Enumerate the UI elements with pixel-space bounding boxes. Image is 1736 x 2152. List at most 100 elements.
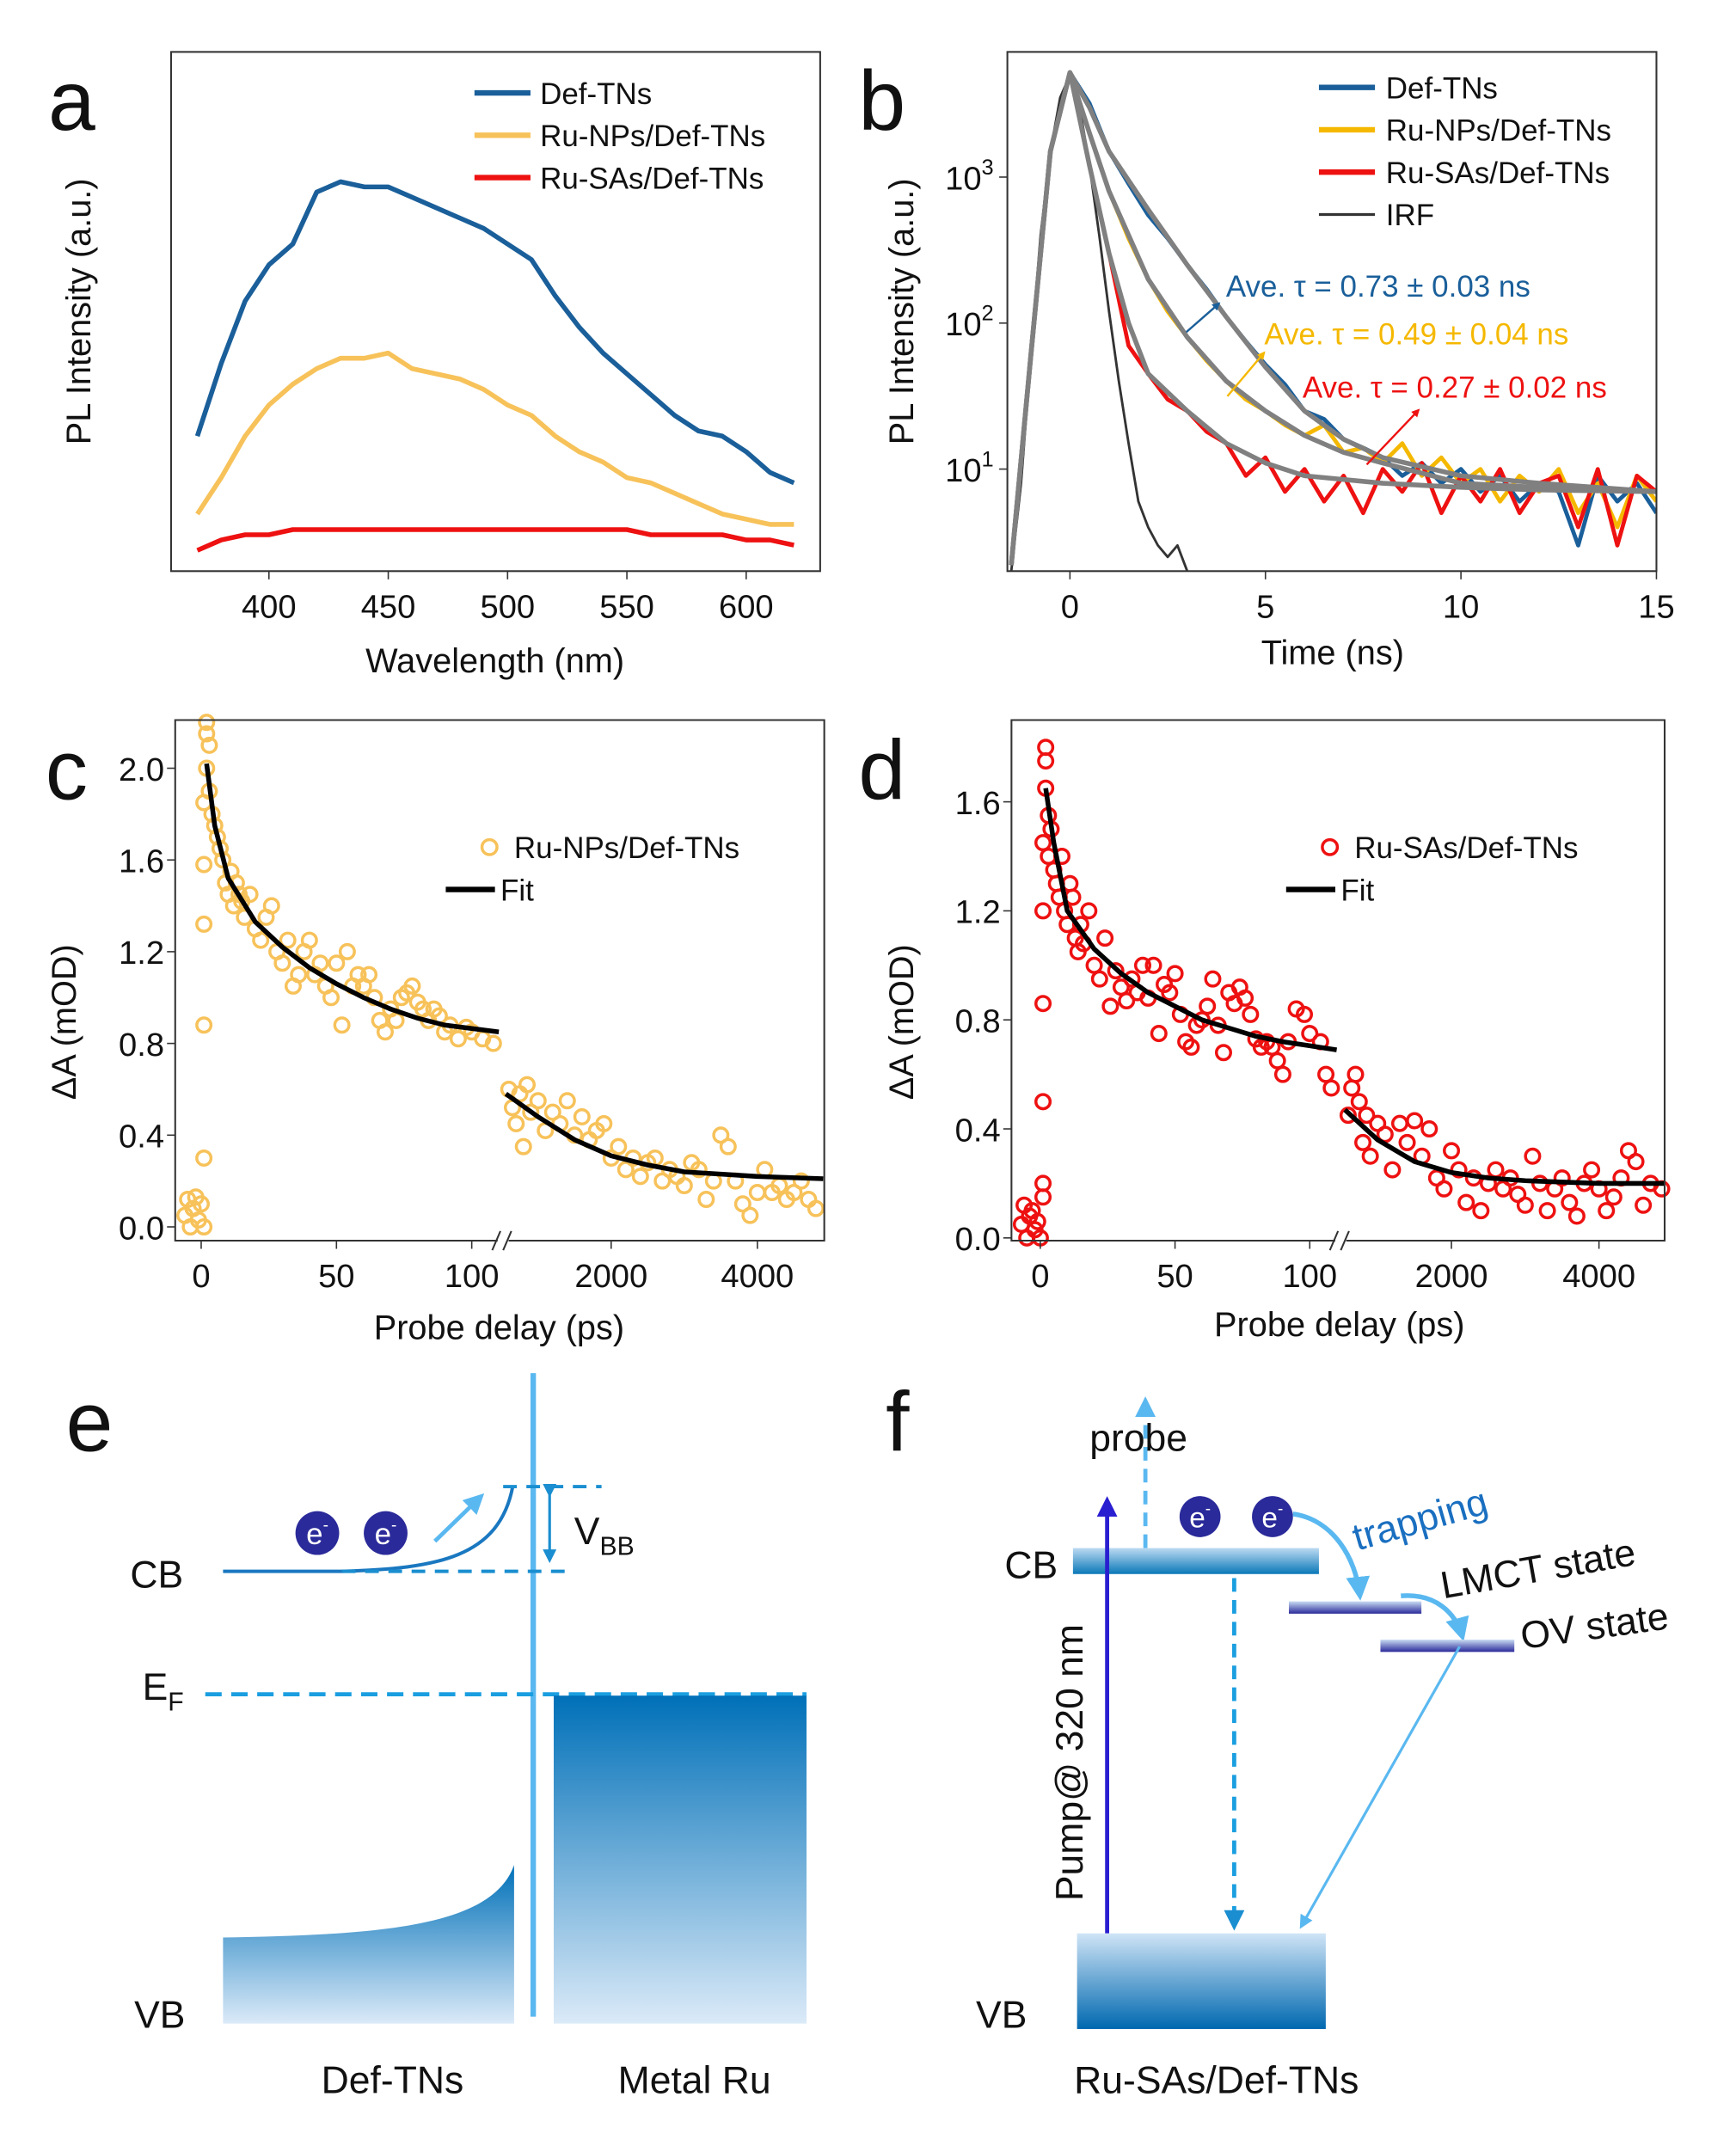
- d-data-point: [1538, 1202, 1556, 1220]
- d-y-tick-label: 0.8: [955, 1003, 1001, 1040]
- b-y-tick-label: 103: [945, 156, 994, 197]
- d-data-point: [1295, 1005, 1314, 1023]
- d-data-point: [1096, 929, 1114, 947]
- c-data-point: [631, 1168, 649, 1186]
- d-data-point: [1034, 834, 1052, 852]
- c-data-point: [697, 1190, 715, 1208]
- d-data-point: [1166, 965, 1184, 983]
- c-x-tick-label: 50: [318, 1258, 354, 1295]
- d-data-point: [1034, 995, 1052, 1013]
- d-data-point: [1627, 1153, 1645, 1171]
- probe-label: probe: [1089, 1418, 1187, 1460]
- c-data-point: [675, 1176, 693, 1194]
- c-data-point: [573, 1107, 591, 1125]
- b-legend-label: IRF: [1386, 199, 1434, 232]
- d-data-point: [1150, 1025, 1168, 1043]
- c-data-point: [195, 1217, 213, 1236]
- c-fit-line: [504, 1092, 824, 1181]
- c-data-point: [198, 714, 216, 732]
- d-data-point: [1635, 1196, 1653, 1214]
- d-y-tick-label: 1.2: [955, 894, 1001, 931]
- b-fit-line: [1009, 70, 1657, 566]
- ov-recombination-arrow: [1299, 1646, 1462, 1929]
- electron-label: e-: [1261, 1500, 1283, 1535]
- c-data-point: [290, 966, 308, 984]
- d-data-point: [1118, 992, 1136, 1010]
- c-data-point: [200, 736, 218, 754]
- c-data-point: [333, 1016, 351, 1034]
- electron-icon: [364, 1511, 408, 1555]
- b-legend-label: Ru-SAs/Def-TNs: [1386, 156, 1610, 190]
- d-data-point: [1457, 1193, 1475, 1211]
- c-data-point: [252, 931, 270, 949]
- b-annotation-def-tns: Ave. τ = 0.73 ± 0.03 ns: [1226, 270, 1531, 303]
- d-data-point: [1214, 1044, 1232, 1062]
- c-data-point: [484, 1034, 502, 1052]
- chart-b-pl-decay: 0 5 10 15 103 102 101 Def-TNs Ru-NPs/Def-TNs Ru-S…: [945, 51, 1675, 625]
- d-y-tick-label: 0.0: [955, 1221, 1001, 1258]
- d-legend-label: Ru-SAs/Def-TNs: [1354, 831, 1578, 865]
- b-annotation-arrow-ru-nps: [1226, 351, 1266, 397]
- d-xlabel: Probe delay (ps): [1214, 1306, 1464, 1344]
- c-data-point: [610, 1137, 628, 1156]
- b-annotation-arrow-def-tns: [1186, 302, 1221, 334]
- ov-level: [1380, 1640, 1515, 1652]
- d-data-point: [1204, 970, 1222, 988]
- a-x-tick-label: 600: [719, 588, 774, 625]
- a-ylabel: PL Intensity (a.u.): [60, 178, 98, 445]
- b-annotation-ru-sas: Ave. τ = 0.27 ± 0.02 ns: [1303, 371, 1607, 404]
- d-data-point: [1583, 1161, 1601, 1179]
- c-x-tick-label: 0: [192, 1258, 210, 1295]
- cb-bar: [1072, 1548, 1319, 1574]
- c-data-point: [195, 855, 213, 874]
- b-plot-frame: [1006, 51, 1658, 573]
- c-legend-marker: [480, 837, 499, 856]
- c-data-point: [741, 1206, 759, 1224]
- c-data-point: [241, 886, 259, 904]
- vb-bar: [1077, 1933, 1326, 2029]
- c-legend-label: Ru-NPs/Def-TNs: [514, 831, 739, 865]
- d-data-point: [1034, 902, 1052, 920]
- c-data-point: [360, 966, 378, 984]
- electron-icon: [1252, 1496, 1293, 1537]
- b-xlabel: Time (ns): [1261, 634, 1404, 671]
- a-xlabel: Wavelength (nm): [365, 642, 624, 680]
- lmct-to-ov-arrow: [1401, 1593, 1469, 1642]
- diagram-e-band-bending: VBB e- e- CB EF VB Def-TNs Metal Ru: [130, 1373, 807, 2102]
- c-data-point: [690, 1161, 708, 1179]
- d-data-point: [1107, 962, 1125, 980]
- b-annotation-arrow-ru-sas: [1365, 408, 1420, 466]
- b-x-tick-label: 5: [1256, 588, 1274, 625]
- d-data-point: [1101, 997, 1120, 1015]
- c-data-point: [792, 1172, 810, 1190]
- c-y-tick-label: 1.6: [119, 843, 164, 880]
- d-data-point: [1443, 1142, 1461, 1160]
- d-x-tick-label: 2000: [1415, 1258, 1488, 1295]
- c-data-point: [387, 1011, 405, 1029]
- d-data-point: [1567, 1207, 1586, 1225]
- d-data-point: [1322, 1079, 1340, 1097]
- d-legend-marker: [1321, 837, 1340, 856]
- d-data-point: [1553, 1169, 1571, 1187]
- trapping-arrow: [1292, 1511, 1371, 1601]
- b-x-tick-label: 15: [1638, 588, 1674, 625]
- d-data-point: [1361, 1147, 1379, 1165]
- d-data-point: [1182, 1038, 1200, 1056]
- d-x-tick-label: 4000: [1562, 1258, 1635, 1295]
- lmct-label: LMCT state: [1438, 1531, 1639, 1607]
- c-axis-break-mark: [491, 1230, 512, 1251]
- d-data-point: [1343, 1079, 1361, 1097]
- d-data-point: [1354, 1133, 1372, 1151]
- a-series-line-ru-sas-def-tns: [196, 527, 794, 553]
- a-series-line-ru-nps-def-tns: [195, 350, 794, 527]
- d-x-tick-label: 0: [1031, 1258, 1049, 1295]
- c-data-point: [198, 725, 216, 743]
- lmct-level: [1288, 1601, 1422, 1614]
- d-y-tick-label: 1.6: [955, 785, 1001, 822]
- def-tns-label: Def-TNs: [322, 2060, 464, 2102]
- c-data-point: [529, 1092, 547, 1110]
- c-data-point: [273, 954, 291, 972]
- b-y-tick-label: 101: [945, 447, 994, 488]
- cb-label: CB: [130, 1554, 183, 1597]
- c-xlabel: Probe delay (ps): [374, 1309, 624, 1346]
